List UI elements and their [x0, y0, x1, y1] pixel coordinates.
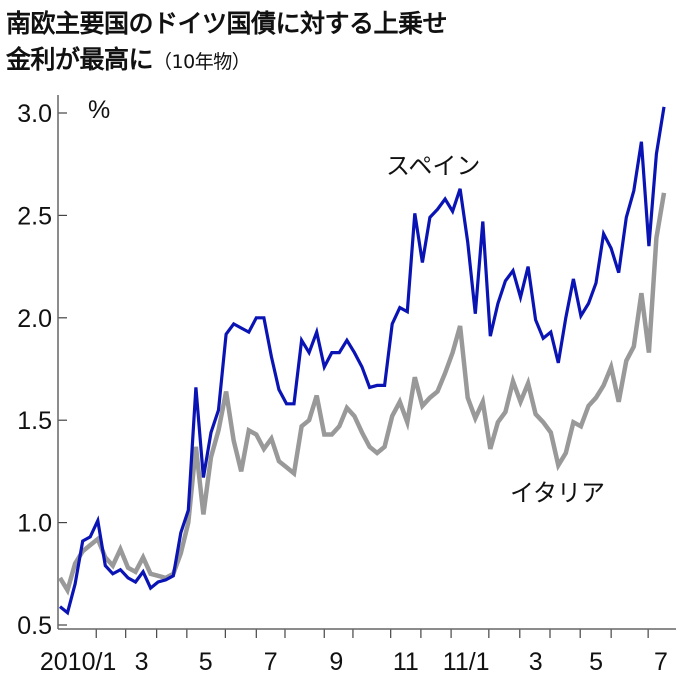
- x-tick-label: 2010/1: [40, 648, 116, 676]
- x-tick-label: 3: [529, 648, 543, 676]
- y-unit-label: %: [88, 96, 110, 124]
- x-tick-label: 3: [135, 648, 149, 676]
- chart-title-note: （10年物）: [153, 51, 251, 73]
- x-tick-label: 5: [199, 648, 213, 676]
- y-tick-label: 1.5: [17, 407, 52, 435]
- x-tick-label: 7: [654, 648, 668, 676]
- y-tick-label: 2.0: [17, 305, 52, 333]
- x-tick-label: 9: [329, 648, 343, 676]
- x-tick-label: 11: [393, 648, 419, 676]
- series-label-spain: スペイン: [386, 152, 480, 180]
- series-line-spain: [58, 106, 666, 616]
- series-line-italy: [58, 192, 667, 596]
- series-label-italy: イタリア: [510, 479, 605, 507]
- chart-title-line2: 金利が最高に（10年物）: [6, 40, 251, 76]
- y-tick-label: 3.0: [17, 100, 52, 128]
- x-tick-label: 5: [589, 648, 603, 676]
- x-tick-label: 7: [264, 648, 278, 676]
- chart-title-main: 金利が最高に: [6, 45, 154, 74]
- x-tick-label: 11/1: [443, 648, 490, 676]
- y-tick-label: 2.5: [17, 202, 52, 230]
- y-tick-label: 0.5: [17, 612, 52, 640]
- chart-title-line1: 南欧主要国のドイツ国債に対する上乗せ: [6, 9, 448, 38]
- y-tick-label: 1.0: [17, 510, 52, 538]
